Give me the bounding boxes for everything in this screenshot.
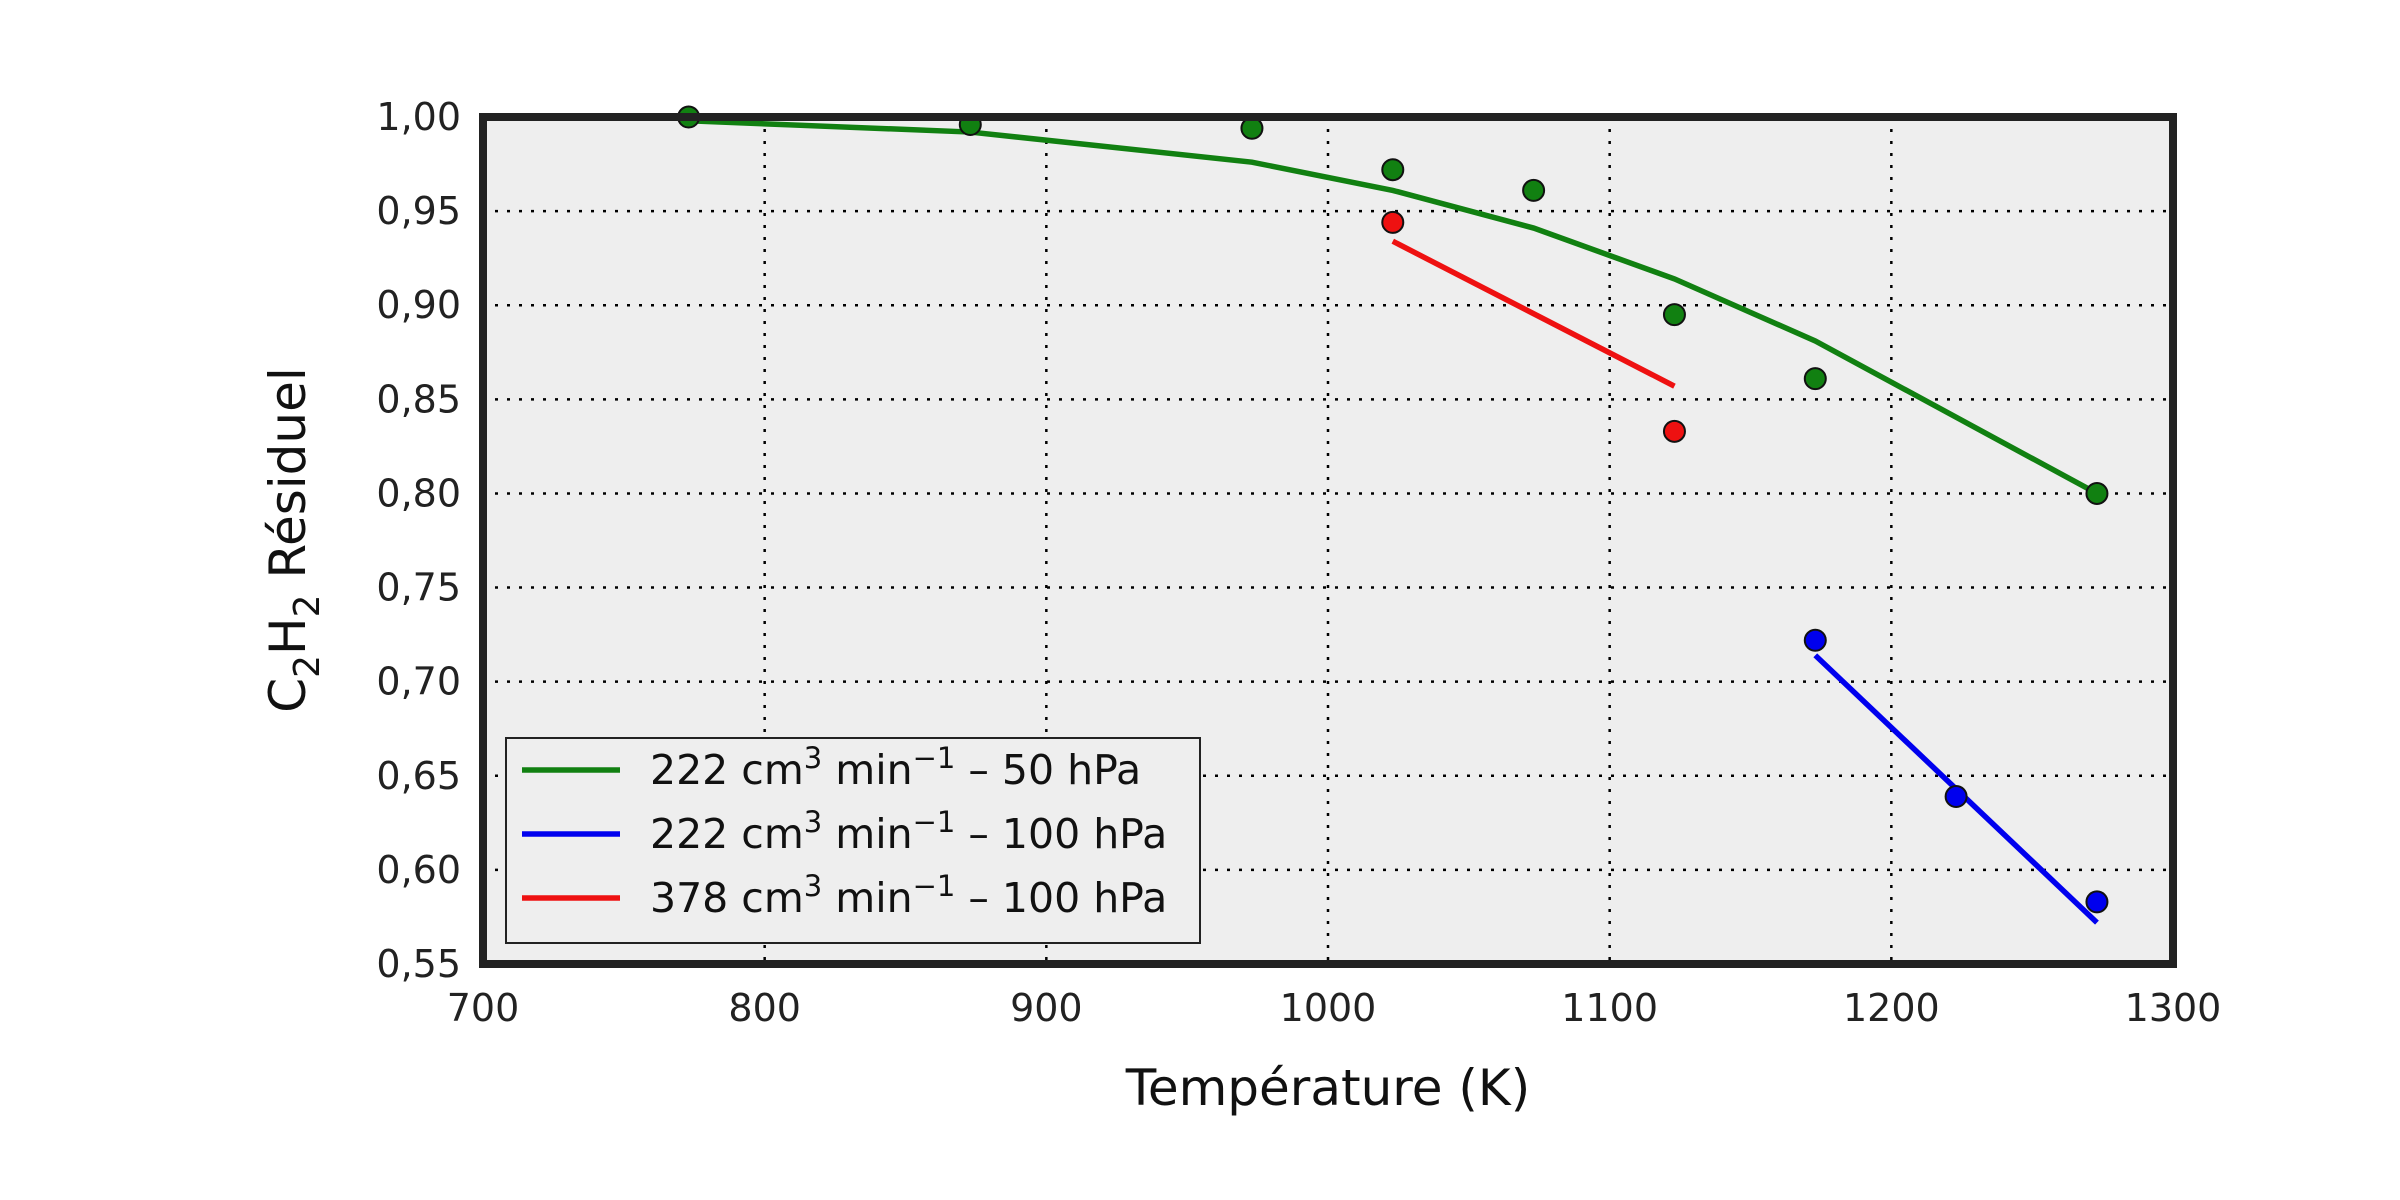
y-tick-label: 0,85 bbox=[376, 377, 461, 421]
y-tick-label: 0,95 bbox=[376, 189, 461, 233]
legend-box bbox=[505, 737, 1201, 944]
y-tick-label: 0,80 bbox=[376, 471, 461, 515]
legend-entry: 222 cm3 min−1 – 100 hPa bbox=[650, 805, 1167, 858]
data-point bbox=[1522, 178, 1546, 202]
data-point bbox=[1381, 158, 1405, 182]
x-tick-labels: 700 800 900 1000 1100 1200 1300 bbox=[447, 986, 2222, 1030]
series-line bbox=[1391, 238, 1676, 389]
y-tick-label: 0,70 bbox=[376, 660, 461, 704]
x-tick-label: 1300 bbox=[2125, 986, 2222, 1030]
data-points bbox=[677, 105, 2109, 914]
y-tick-label: 0,60 bbox=[376, 848, 461, 892]
data-point bbox=[1662, 303, 1686, 327]
data-point bbox=[1803, 628, 1827, 652]
legend-entry: 378 cm3 min−1 – 100 hPa bbox=[650, 869, 1167, 922]
x-tick-label: 700 bbox=[447, 986, 520, 1030]
legend: 222 cm3 min−1 – 50 hPa 222 cm3 min−1 – 10… bbox=[505, 737, 1201, 944]
data-point bbox=[1944, 784, 1968, 808]
x-tick-label: 800 bbox=[728, 986, 801, 1030]
y-tick-label: 0,75 bbox=[376, 566, 461, 610]
y-tick-label: 0,55 bbox=[376, 942, 461, 986]
y-tick-label: 0,90 bbox=[376, 283, 461, 327]
y-axis-label: C2H2 Résiduel bbox=[259, 367, 328, 713]
y-tick-label: 1,00 bbox=[376, 95, 461, 139]
data-point bbox=[2085, 890, 2109, 914]
plot-frame bbox=[479, 113, 2177, 968]
x-axis-label: Température (K) bbox=[1125, 1059, 1530, 1117]
data-point bbox=[2085, 481, 2109, 505]
data-point bbox=[1803, 367, 1827, 391]
data-point bbox=[1662, 419, 1686, 443]
series-line bbox=[688, 118, 2099, 496]
x-tick-label: 1200 bbox=[1843, 986, 1940, 1030]
x-tick-label: 1100 bbox=[1561, 986, 1658, 1030]
y-tick-label: 0,65 bbox=[376, 754, 461, 798]
x-tick-label: 900 bbox=[1010, 986, 1083, 1030]
x-tick-label: 1000 bbox=[1280, 986, 1377, 1030]
y-tick-labels: 0,55 0,60 0,65 0,70 0,75 0,80 0,85 0,90 0,95 1,00 bbox=[376, 95, 461, 986]
legend-entry: 222 cm3 min−1 – 50 hPa bbox=[650, 741, 1141, 794]
data-point bbox=[1381, 210, 1405, 234]
